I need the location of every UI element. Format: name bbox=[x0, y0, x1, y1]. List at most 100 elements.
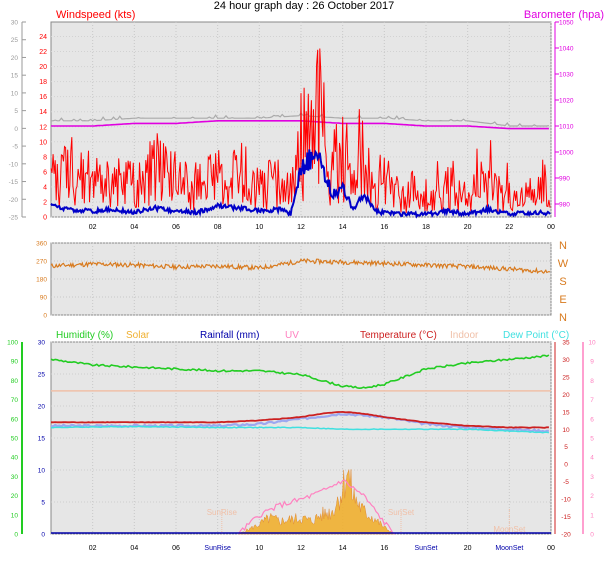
wind-gust-line bbox=[50, 48, 551, 214]
uv-tick: 1 bbox=[590, 512, 594, 519]
wind-inner-tick: 8 bbox=[43, 154, 47, 161]
legend-label: Indoor bbox=[450, 330, 479, 341]
uv-tick: 9 bbox=[590, 359, 594, 366]
temp-x-tick: 00 bbox=[547, 545, 555, 552]
temp-x-tick: 14 bbox=[339, 545, 347, 552]
wind-left-tick: 25 bbox=[11, 37, 19, 44]
wind-x-tick: 18 bbox=[422, 224, 430, 231]
page-title: 24 hour graph day : 26 October 2017 bbox=[213, 0, 395, 12]
wind-x-tick: 16 bbox=[380, 224, 388, 231]
compass-label: E bbox=[559, 294, 566, 306]
temperature-tick: -10 bbox=[561, 497, 571, 504]
direction-tick: 270 bbox=[36, 259, 47, 266]
wind-left-tick: -5 bbox=[12, 144, 18, 151]
temp-x-tick: MoonSet bbox=[495, 545, 523, 552]
baro-tick: 1020 bbox=[559, 98, 574, 105]
temperature-tick: 30 bbox=[562, 357, 570, 364]
legend-label: Solar bbox=[126, 330, 150, 341]
wind-inner-tick: 4 bbox=[43, 184, 47, 191]
uv-tick: 5 bbox=[590, 436, 594, 443]
event-marker-label: SunSet bbox=[388, 508, 415, 517]
temperature-tick: 20 bbox=[562, 392, 570, 399]
uv-tick: 10 bbox=[588, 340, 596, 347]
baro-tick: 1050 bbox=[559, 20, 574, 27]
wind-x-tick: 14 bbox=[339, 224, 347, 231]
wind-left-tick: -20 bbox=[9, 197, 19, 204]
temperature-tick: 25 bbox=[562, 374, 570, 381]
wind-left-tick: 15 bbox=[11, 73, 19, 80]
wind-left-tick: 5 bbox=[14, 108, 18, 115]
dewpoint-line bbox=[50, 425, 550, 434]
temperature-tick: 5 bbox=[564, 444, 568, 451]
legend-label: UV bbox=[285, 330, 299, 341]
barometer-line bbox=[51, 120, 549, 130]
wind-left-tick: -25 bbox=[9, 215, 19, 222]
temp-x-tick: 20 bbox=[464, 545, 472, 552]
temp-x-tick: 06 bbox=[172, 545, 180, 552]
temperature-tick: 35 bbox=[562, 340, 570, 347]
legend-label: Humidity (%) bbox=[56, 330, 113, 341]
humidity-tick: 50 bbox=[11, 436, 19, 443]
barometer-label: Barometer (hpa) bbox=[524, 9, 604, 21]
direction-tick: 360 bbox=[36, 241, 47, 248]
uv-tick: 7 bbox=[590, 397, 594, 404]
wind-x-tick: 10 bbox=[255, 224, 263, 231]
uv-tick: 6 bbox=[590, 416, 594, 423]
uv-tick: 8 bbox=[590, 378, 594, 385]
wind-x-tick: 08 bbox=[214, 224, 222, 231]
wind-left-tick: 20 bbox=[11, 55, 19, 62]
uv-tick: 0 bbox=[590, 532, 594, 539]
uv-tick: 2 bbox=[590, 493, 594, 500]
humidity-tick: 0 bbox=[14, 532, 18, 539]
uv-tick: 4 bbox=[590, 455, 594, 462]
barometer-trace-line bbox=[51, 112, 550, 127]
wind-x-tick: 04 bbox=[130, 224, 138, 231]
wind-left-tick: -10 bbox=[9, 161, 19, 168]
uv-tick: 3 bbox=[590, 474, 594, 481]
wind-inner-tick: 6 bbox=[43, 169, 47, 176]
temperature-tick: 15 bbox=[562, 409, 570, 416]
baro-tick: 1040 bbox=[559, 46, 574, 53]
event-marker-label: SunRise bbox=[207, 508, 238, 517]
temperature-tick: 10 bbox=[562, 427, 570, 434]
baro-tick: 1000 bbox=[559, 150, 574, 157]
wind-inner-tick: 10 bbox=[39, 139, 47, 146]
rain-tick: 15 bbox=[38, 436, 46, 443]
baro-tick: 990 bbox=[559, 176, 570, 183]
wind-left-tick: -15 bbox=[9, 179, 19, 186]
direction-tick: 90 bbox=[40, 295, 48, 302]
baro-tick: 1030 bbox=[559, 72, 574, 79]
temp-x-tick: SunSet bbox=[415, 545, 438, 552]
temp-x-tick: 02 bbox=[89, 545, 97, 552]
compass-label: W bbox=[558, 258, 569, 270]
rain-tick: 10 bbox=[38, 468, 46, 475]
rain-tick: 5 bbox=[41, 500, 45, 507]
compass-label: N bbox=[559, 312, 567, 324]
temperature-tick: 0 bbox=[564, 462, 568, 469]
wind-left-tick: 30 bbox=[11, 20, 19, 27]
temperature-tick: -20 bbox=[561, 532, 571, 539]
wind-inner-tick: 0 bbox=[43, 215, 47, 222]
humidity-tick: 90 bbox=[11, 359, 19, 366]
dewpoint_mix-line bbox=[50, 412, 549, 433]
humidity-line bbox=[50, 354, 550, 390]
legend-label: Rainfall (mm) bbox=[200, 330, 259, 341]
solar-area bbox=[237, 469, 395, 535]
rain-tick: 25 bbox=[38, 372, 46, 379]
windspeed-label: Windspeed (kts) bbox=[56, 9, 135, 21]
baro-tick: 980 bbox=[559, 202, 570, 209]
wind-inner-tick: 16 bbox=[39, 94, 47, 101]
humidity-tick: 10 bbox=[11, 512, 19, 519]
uv-line bbox=[237, 479, 396, 535]
wind-inner-tick: 24 bbox=[39, 34, 47, 41]
wind-x-tick: 22 bbox=[505, 224, 513, 231]
wind-left-tick: 10 bbox=[11, 90, 19, 97]
temp-x-tick: 10 bbox=[255, 545, 263, 552]
humidity-tick: 100 bbox=[7, 340, 18, 347]
wind-left-tick: 0 bbox=[14, 126, 18, 133]
direction-tick: 180 bbox=[36, 277, 47, 284]
wind-x-tick: 06 bbox=[172, 224, 180, 231]
humidity-tick: 30 bbox=[11, 474, 19, 481]
